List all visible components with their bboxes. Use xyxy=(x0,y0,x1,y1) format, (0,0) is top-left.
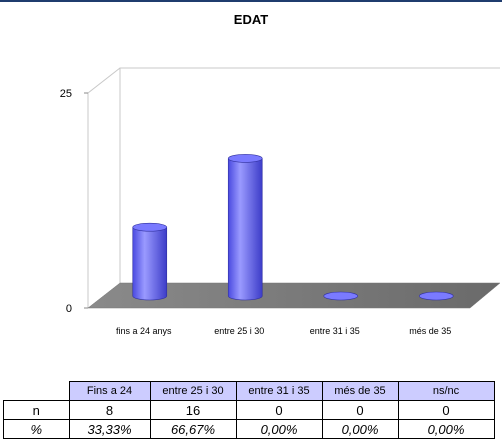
x-tick-label: fins a 24 anys xyxy=(116,326,172,336)
table-cell: 0,00% xyxy=(235,419,323,439)
table-header: més de 35 xyxy=(321,381,399,401)
table-header: ns/nc xyxy=(397,381,495,401)
table-cell: 0 xyxy=(397,400,495,420)
x-tick-label: més de 35 xyxy=(409,326,451,336)
bar-body xyxy=(227,158,263,301)
row-label: % xyxy=(3,419,70,439)
bar-body xyxy=(132,226,168,301)
table-cell: 0,00% xyxy=(397,419,495,439)
table-header-row: Fins a 24 entre 25 i 30 entre 31 i 35 mé… xyxy=(3,381,495,401)
table-cell: 33,33% xyxy=(68,419,151,439)
table-cell: 16 xyxy=(149,400,237,420)
x-tick-label: entre 31 i 35 xyxy=(310,326,360,336)
y-tick-label: 25 xyxy=(60,88,72,100)
side-wall xyxy=(87,67,121,308)
back-wall xyxy=(119,67,500,283)
bar-chart: 0 25 fins a 24 anys entre 25 i 30 entre 31 … xyxy=(60,67,501,336)
bar-top xyxy=(323,291,359,301)
bar xyxy=(323,291,359,301)
bar-top xyxy=(227,154,263,163)
table-cell: 0 xyxy=(235,400,323,420)
bar xyxy=(418,291,454,301)
table-header: Fins a 24 xyxy=(68,381,151,401)
bar-top xyxy=(132,222,168,232)
top-border xyxy=(0,0,502,2)
chart-title: EDAT xyxy=(233,12,269,27)
table-row: % 33,33% 66,67% 0,00% 0,00% 0,00% xyxy=(3,419,495,439)
table-cell: 8 xyxy=(68,400,151,420)
summary-table: Fins a 24 entre 25 i 30 entre 31 i 35 mé… xyxy=(3,381,495,439)
bar xyxy=(227,154,263,301)
table-cell: 0,00% xyxy=(321,419,399,439)
y-tick-label: 0 xyxy=(66,303,72,315)
bar xyxy=(132,222,168,301)
table-header: entre 31 i 35 xyxy=(235,381,323,401)
table-header: entre 25 i 30 xyxy=(149,381,237,401)
table-row: n 8 16 0 0 0 xyxy=(3,400,495,420)
table-cell: 0 xyxy=(321,400,399,420)
bar-top xyxy=(418,291,454,301)
chart-floor xyxy=(87,282,501,309)
table-corner-cell xyxy=(3,381,70,401)
table-cell: 66,67% xyxy=(149,419,237,439)
x-tick-label: entre 25 i 30 xyxy=(214,326,264,336)
row-label: n xyxy=(3,400,70,420)
